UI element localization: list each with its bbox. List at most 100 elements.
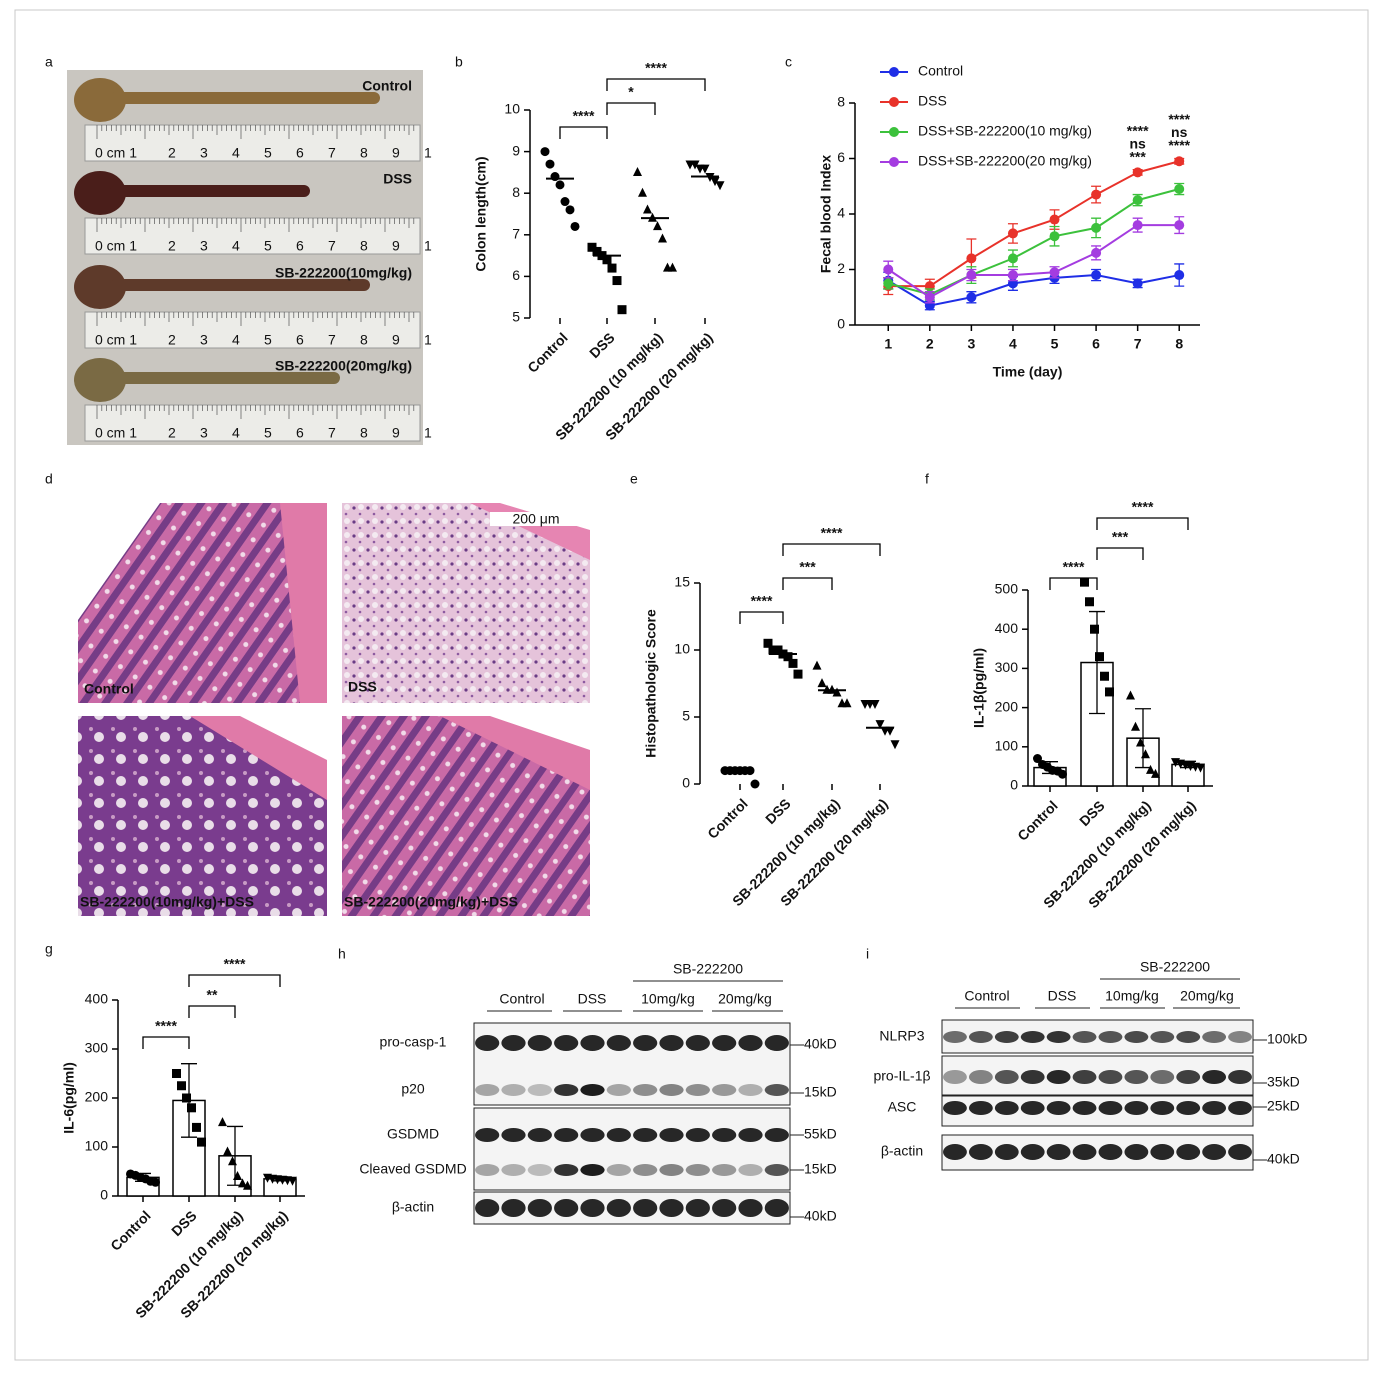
ruler-label: 2 xyxy=(168,425,176,441)
y-tick-label: 0 xyxy=(100,1187,108,1203)
data-point xyxy=(545,159,555,169)
blot-band xyxy=(685,1035,710,1051)
data-point xyxy=(177,1081,186,1091)
ruler-label: 0 cm 1 xyxy=(95,145,137,161)
y-tick-label: 400 xyxy=(995,620,1019,636)
blot-band xyxy=(1098,1144,1123,1160)
significance-label: **** xyxy=(1063,559,1085,575)
blot-band xyxy=(1098,1070,1123,1084)
colon-tube xyxy=(110,279,370,291)
data-point xyxy=(1126,690,1135,700)
data-point xyxy=(690,160,700,170)
data-point xyxy=(612,276,622,286)
series-line xyxy=(888,160,1180,288)
y-axis-label: IL-1β(pg/ml) xyxy=(971,648,987,728)
blot-band xyxy=(501,1199,526,1217)
legend-marker xyxy=(889,157,899,167)
colon-tube xyxy=(110,185,310,197)
data-point xyxy=(817,678,827,688)
data-point xyxy=(233,1171,242,1180)
ruler-label: 7 xyxy=(328,145,336,161)
blot-band xyxy=(580,1035,605,1051)
y-tick-label: 8 xyxy=(837,94,845,110)
data-point xyxy=(617,305,627,315)
bar xyxy=(1080,661,1114,787)
blot-band xyxy=(527,1035,552,1051)
colon-photo xyxy=(67,70,423,445)
group-header: SB-222200 xyxy=(673,961,743,977)
y-tick-label: 8 xyxy=(512,184,520,200)
blot-band xyxy=(1228,1144,1252,1160)
y-tick-label: 200 xyxy=(85,1089,109,1105)
ruler-label: 7 xyxy=(328,425,336,441)
data-point xyxy=(710,177,720,187)
significance-bracket xyxy=(1096,517,1189,530)
ruler-label: 3 xyxy=(200,145,208,161)
ruler-label: 0 cm 1 xyxy=(95,238,137,254)
blot-band xyxy=(685,1199,710,1217)
blot-band xyxy=(1202,1031,1227,1043)
data-point xyxy=(1095,652,1104,662)
group-label: 10mg/kg xyxy=(1105,988,1159,1004)
data-point xyxy=(1091,189,1102,200)
significance-bracket xyxy=(188,1005,236,1018)
panel-letter: e xyxy=(630,471,638,487)
blot-row-label: pro-IL-1β xyxy=(873,1068,930,1084)
data-point xyxy=(1105,687,1114,697)
ruler-label: 9 xyxy=(392,238,400,254)
blot-band xyxy=(580,1084,605,1096)
ruler xyxy=(84,124,421,162)
size-marker: 40kD xyxy=(804,1208,837,1224)
data-point xyxy=(288,1176,297,1186)
data-point xyxy=(1085,597,1094,607)
blot-band xyxy=(738,1035,763,1051)
y-tick-label: 400 xyxy=(85,991,109,1007)
ruler-label: 7 xyxy=(328,238,336,254)
ruler-label: 5 xyxy=(264,145,272,161)
blot-row-label: pro-casp-1 xyxy=(380,1034,447,1050)
data-point xyxy=(172,1069,181,1078)
data-point xyxy=(1174,184,1185,195)
x-tick-label: 4 xyxy=(1009,336,1017,352)
data-point xyxy=(1033,754,1042,764)
blot-band xyxy=(1020,1101,1045,1115)
blot-band xyxy=(606,1199,631,1217)
blot-band xyxy=(1046,1144,1071,1160)
significance-bracket xyxy=(606,78,706,91)
data-point xyxy=(668,262,677,272)
data-point xyxy=(1196,763,1205,773)
data-point xyxy=(1174,270,1185,281)
blot-band xyxy=(1202,1070,1227,1084)
data-point xyxy=(875,720,885,730)
blot-band xyxy=(1098,1031,1123,1043)
x-tick-label: 7 xyxy=(1134,336,1142,352)
blot-band xyxy=(712,1128,737,1142)
data-point xyxy=(182,1093,191,1103)
blot-band xyxy=(633,1035,658,1051)
blot-band xyxy=(580,1164,605,1176)
colon-tube xyxy=(110,372,340,384)
data-point xyxy=(1174,156,1185,167)
blot-band xyxy=(1124,1101,1149,1115)
ruler-label: 4 xyxy=(232,145,240,161)
blot-band xyxy=(580,1128,605,1142)
blot-band xyxy=(764,1035,789,1051)
y-tick-label: 9 xyxy=(512,142,520,158)
panel-letter: h xyxy=(338,946,346,962)
colon-tube xyxy=(110,92,380,104)
blot-band xyxy=(764,1164,789,1176)
blot-row-label: GSDMD xyxy=(387,1126,439,1142)
ruler-label: 6 xyxy=(296,425,304,441)
group-label: DSS xyxy=(1048,988,1077,1004)
data-point xyxy=(885,726,895,736)
blot-band xyxy=(943,1031,967,1043)
legend-label: Control xyxy=(918,63,963,79)
ruler-label: 8 xyxy=(360,238,368,254)
y-tick-label: 2 xyxy=(837,260,845,276)
data-point xyxy=(883,264,894,275)
image-label: SB-222200(20mg/kg)+DSS xyxy=(344,894,518,910)
data-point xyxy=(1174,220,1185,231)
group-label: 20mg/kg xyxy=(1180,988,1234,1004)
y-axis-label: Fecal blood Index xyxy=(818,155,834,273)
